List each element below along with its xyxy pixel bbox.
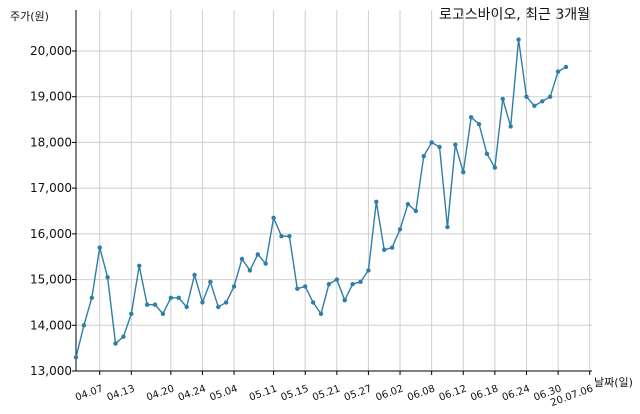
x-tick-label: 05.11 [248, 383, 279, 403]
data-point [176, 295, 181, 301]
x-tick-label: 04.07 [74, 383, 105, 403]
data-point [358, 279, 363, 285]
data-point [421, 153, 426, 159]
data-point [524, 94, 529, 99]
data-point [223, 300, 229, 305]
data-point [563, 64, 569, 70]
chart-title: 로고스바이오, 최근 3개월 [439, 7, 590, 23]
data-point [445, 224, 450, 230]
data-point [263, 261, 268, 266]
x-tick-label: 05.15 [280, 383, 311, 403]
data-point [310, 300, 316, 305]
x-tick-label: 05.27 [343, 383, 374, 403]
data-point [302, 284, 308, 289]
data-point [547, 94, 553, 99]
y-tick-label: 15,000 [30, 273, 72, 287]
data-point [168, 295, 174, 301]
data-point [389, 245, 395, 250]
data-point [129, 311, 134, 317]
data-point [532, 103, 537, 109]
x-tick-label: 06.18 [469, 383, 500, 403]
data-point [334, 277, 340, 282]
data-point [279, 233, 284, 239]
data-point [200, 300, 205, 305]
data-point [374, 199, 379, 205]
data-point [137, 263, 142, 269]
data-point [271, 215, 276, 221]
x-tick-label: 04.13 [106, 383, 137, 403]
y-tick-label: 19,000 [30, 90, 72, 104]
x-tick-label: 06.12 [438, 383, 469, 403]
data-point [382, 247, 387, 253]
data-point [500, 96, 505, 102]
data-point [144, 302, 150, 307]
data-point [239, 256, 245, 262]
data-point [453, 142, 458, 147]
data-point [216, 304, 221, 310]
data-point [326, 281, 332, 287]
x-tick-label: 04.24 [177, 383, 208, 403]
data-point [492, 165, 498, 170]
x-ticks: 04.07 04.13 04.20 04.24 05.04 05.11 05.15 05.21… [74, 383, 595, 409]
y-tick-label: 14,000 [30, 318, 72, 332]
data-point [484, 151, 490, 157]
data-point [350, 281, 355, 287]
price-series [73, 37, 569, 360]
data-point [208, 279, 213, 285]
data-point [540, 99, 545, 104]
data-point [516, 37, 521, 42]
y-tick-label: 17,000 [30, 181, 72, 195]
data-point [287, 233, 292, 239]
y-axis-label: 주가(원) [10, 10, 49, 23]
series-line [75, 39, 567, 358]
data-point [121, 334, 126, 339]
data-point [555, 69, 561, 74]
data-point [461, 169, 466, 175]
data-point [318, 311, 324, 317]
grid [76, 10, 592, 372]
data-point [73, 355, 79, 360]
axes [72, 10, 592, 375]
data-point [152, 302, 158, 307]
data-point [397, 227, 403, 232]
x-tick-label: 06.08 [406, 383, 437, 403]
data-point [97, 245, 102, 250]
y-ticks: 13,000 14,000 15,000 16,000 17,000 18,000 19,0… [30, 44, 72, 378]
x-tick-label: 05.04 [208, 383, 239, 403]
data-point [113, 341, 118, 346]
data-point [476, 121, 482, 127]
x-tick-label: 04.20 [145, 383, 176, 403]
data-point [184, 304, 189, 310]
data-point [89, 295, 95, 301]
y-tick-label: 13,000 [30, 364, 72, 378]
data-point [295, 286, 300, 291]
data-point [366, 268, 371, 273]
x-axis-label: 날짜(일) [594, 375, 633, 389]
data-point [437, 144, 442, 150]
data-point [342, 297, 347, 303]
data-point [255, 252, 260, 257]
data-point [429, 140, 434, 145]
data-point [105, 275, 110, 280]
y-tick-label: 18,000 [30, 135, 72, 149]
y-tick-label: 16,000 [30, 227, 72, 241]
x-tick-label: 06.02 [374, 383, 405, 403]
data-point [413, 208, 419, 214]
y-tick-label: 20,000 [30, 44, 72, 58]
data-point [231, 284, 237, 289]
data-point [508, 124, 513, 129]
data-point [192, 272, 197, 278]
x-tick-label: 06.24 [501, 383, 532, 403]
data-point [160, 311, 166, 317]
data-point [405, 201, 411, 207]
x-tick-label: 05.21 [311, 383, 342, 403]
data-point [81, 323, 87, 328]
data-point [247, 268, 253, 273]
data-point [468, 115, 474, 120]
